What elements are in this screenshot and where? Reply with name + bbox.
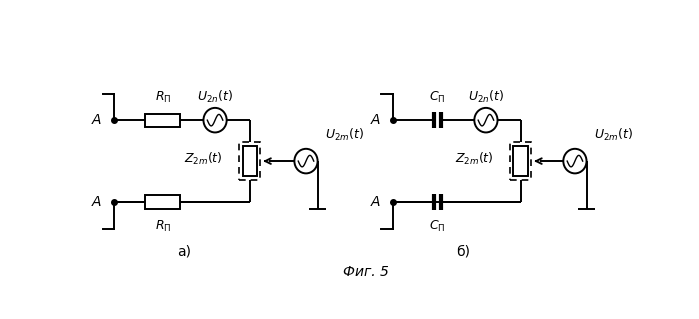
Text: $U_{2n}(t)$: $U_{2n}(t)$ <box>197 88 233 105</box>
Text: $U_{2n}(t)$: $U_{2n}(t)$ <box>468 88 504 105</box>
Bar <box>510 143 531 180</box>
Text: Фиг. 5: Фиг. 5 <box>343 265 389 278</box>
Bar <box>145 114 180 127</box>
Text: $C_{\Pi}$: $C_{\Pi}$ <box>429 90 446 105</box>
Circle shape <box>475 108 498 132</box>
Bar <box>243 146 257 176</box>
Text: $C_{\Pi}$: $C_{\Pi}$ <box>429 219 446 234</box>
Bar <box>513 146 528 176</box>
Text: $A$: $A$ <box>370 195 381 209</box>
Text: $R_{\Pi}$: $R_{\Pi}$ <box>154 90 171 105</box>
Bar <box>240 143 260 180</box>
Text: $U_{2m}(t)$: $U_{2m}(t)$ <box>594 127 633 143</box>
Text: $Z_{2m}(t)$: $Z_{2m}(t)$ <box>455 151 493 167</box>
Text: $U_{2m}(t)$: $U_{2m}(t)$ <box>325 127 364 143</box>
Circle shape <box>563 149 586 174</box>
Text: а): а) <box>177 244 191 258</box>
Text: $A$: $A$ <box>92 113 103 127</box>
Bar <box>145 196 180 209</box>
Text: $A$: $A$ <box>92 195 103 209</box>
Text: $A$: $A$ <box>370 113 381 127</box>
Text: $Z_{2m}(t)$: $Z_{2m}(t)$ <box>184 151 223 167</box>
Text: б): б) <box>456 244 470 258</box>
Circle shape <box>203 108 226 132</box>
Circle shape <box>294 149 317 174</box>
Text: $R_{\Pi}$: $R_{\Pi}$ <box>154 219 171 234</box>
